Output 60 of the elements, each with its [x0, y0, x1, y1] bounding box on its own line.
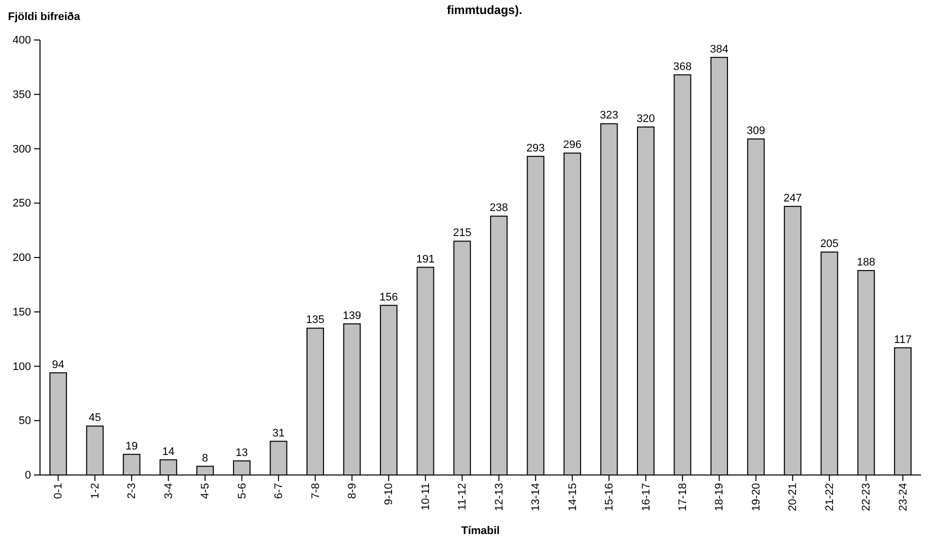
data-label: 117 — [894, 334, 912, 346]
y-tick-label: 300 — [12, 143, 31, 156]
x-tick-label: 13-14 — [530, 483, 542, 512]
x-tick-label: 4-5 — [200, 483, 212, 499]
data-label: 156 — [380, 291, 398, 304]
data-label: 296 — [563, 139, 582, 152]
data-label: 384 — [710, 43, 728, 56]
data-label: 323 — [600, 110, 618, 122]
x-tick-label: 3-4 — [162, 483, 175, 499]
data-label: 139 — [342, 310, 362, 322]
x-tick-label: 2-3 — [126, 483, 138, 499]
data-label: 368 — [673, 60, 692, 73]
data-label: 13 — [236, 446, 248, 459]
y-tick-label: 250 — [12, 198, 31, 210]
x-tick-label: 15-16 — [604, 483, 616, 512]
x-tick-label: 14-15 — [566, 483, 579, 512]
data-label: 215 — [452, 227, 472, 240]
y-tick-label: 200 — [12, 252, 31, 264]
x-tick-label: 0-1 — [52, 483, 65, 499]
y-tick-label: 400 — [12, 34, 31, 47]
chart-title: fimmtudags). — [446, 3, 522, 17]
x-tick-label: 18-19 — [714, 483, 726, 512]
y-tick-label: 50 — [18, 415, 31, 428]
data-label: 31 — [272, 427, 285, 440]
x-tick-label: 5-6 — [236, 483, 248, 499]
y-tick-label: 100 — [12, 360, 31, 373]
data-label: 247 — [783, 192, 802, 204]
y-tick-label: 0 — [24, 470, 31, 482]
x-tick-label: 6-7 — [273, 483, 286, 499]
data-label: 8 — [202, 452, 208, 464]
y-axis-title: Fjöldi bifreiða — [8, 11, 81, 23]
data-label: 293 — [526, 142, 545, 154]
x-tick-label: 23-24 — [897, 483, 910, 512]
x-axis-title: Tímabil — [461, 525, 500, 537]
x-tick-label: 7-8 — [310, 483, 322, 499]
data-label: 309 — [746, 124, 766, 137]
y-tick-label: 150 — [12, 306, 31, 318]
x-tick-label: 16-17 — [640, 483, 652, 512]
y-tick-label: 350 — [12, 88, 31, 101]
data-label: 94 — [52, 358, 64, 371]
x-tick-label: 9-10 — [383, 483, 396, 506]
x-tick-label: 11-12 — [456, 483, 469, 510]
x-tick-label: 1-2 — [89, 483, 102, 499]
data-label: 320 — [636, 113, 655, 125]
data-label: 238 — [490, 202, 508, 214]
data-label: 135 — [306, 314, 324, 326]
x-tick-label: 8-9 — [346, 483, 358, 499]
data-label: 188 — [856, 256, 876, 269]
data-label: 191 — [416, 253, 435, 266]
data-label: 205 — [820, 238, 839, 250]
data-label: 19 — [126, 440, 138, 452]
x-tick-label: 19-20 — [750, 483, 762, 512]
data-label: 45 — [88, 412, 102, 424]
data-label: 14 — [162, 446, 174, 458]
x-tick-label: 12-13 — [493, 483, 506, 512]
x-tick-label: 10-11 — [420, 483, 432, 510]
x-tick-label: 22-23 — [860, 483, 873, 512]
x-tick-label: 20-21 — [787, 483, 800, 512]
x-tick-label: 17-18 — [677, 483, 689, 512]
x-tick-label: 21-22 — [824, 483, 836, 512]
